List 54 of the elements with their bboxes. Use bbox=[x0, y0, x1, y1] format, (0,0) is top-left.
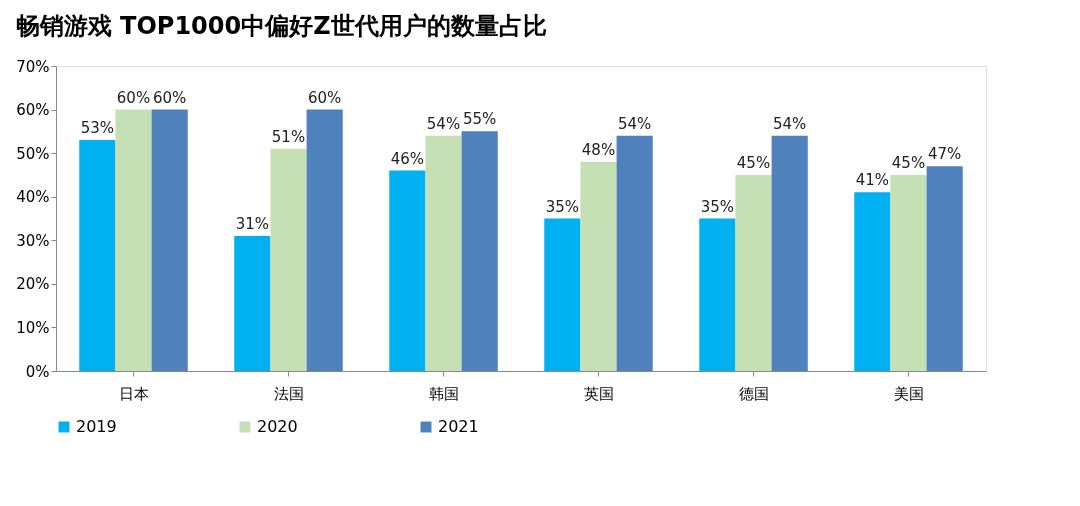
data-label: 45% bbox=[736, 153, 771, 172]
legend-label: 2020 bbox=[257, 417, 298, 436]
y-tick-label: 50% bbox=[16, 144, 50, 163]
x-tick-label: 美国 bbox=[893, 384, 924, 403]
bar bbox=[544, 218, 581, 371]
x-tick-label: 英国 bbox=[583, 384, 614, 403]
y-tick-label: 0% bbox=[25, 362, 50, 381]
bar bbox=[151, 109, 188, 371]
data-label: 48% bbox=[581, 140, 616, 159]
data-label: 35% bbox=[545, 197, 580, 216]
bar bbox=[306, 109, 343, 371]
chart-title: 畅销游戏 TOP1000中偏好Z世代用户的数量占比 bbox=[15, 12, 547, 40]
data-label: 54% bbox=[426, 114, 461, 133]
bar bbox=[771, 135, 808, 371]
data-label: 53% bbox=[80, 119, 115, 138]
bar bbox=[270, 148, 307, 371]
data-label: 47% bbox=[927, 145, 962, 164]
legend-label: 2021 bbox=[438, 417, 479, 436]
bar bbox=[926, 166, 963, 371]
x-tick-label: 韩国 bbox=[428, 384, 459, 403]
bar bbox=[425, 135, 462, 371]
legend-label: 2019 bbox=[76, 417, 117, 436]
data-label: 60% bbox=[116, 88, 151, 107]
bar bbox=[79, 140, 116, 371]
x-tick-label: 德国 bbox=[738, 384, 769, 403]
data-label: 51% bbox=[271, 127, 306, 146]
data-label: 35% bbox=[700, 197, 735, 216]
x-tick-label: 法国 bbox=[273, 384, 304, 403]
bar bbox=[389, 170, 426, 371]
y-tick-label: 60% bbox=[16, 101, 50, 120]
bar bbox=[580, 161, 617, 371]
data-label: 60% bbox=[152, 88, 187, 107]
data-label: 46% bbox=[390, 149, 425, 168]
bar bbox=[854, 192, 891, 371]
bar bbox=[461, 131, 498, 371]
bar bbox=[616, 135, 653, 371]
data-label: 31% bbox=[235, 214, 270, 233]
bar bbox=[890, 174, 927, 371]
data-label: 54% bbox=[617, 114, 652, 133]
bar bbox=[234, 235, 271, 371]
data-label: 55% bbox=[462, 110, 497, 129]
y-tick-label: 30% bbox=[16, 231, 50, 250]
y-tick-label: 10% bbox=[16, 318, 50, 337]
data-label: 41% bbox=[855, 171, 890, 190]
bar bbox=[699, 218, 736, 371]
data-label: 45% bbox=[891, 153, 926, 172]
data-label: 60% bbox=[307, 88, 342, 107]
data-label: 54% bbox=[772, 114, 807, 133]
x-tick-label: 日本 bbox=[118, 384, 149, 403]
y-tick-label: 20% bbox=[16, 275, 50, 294]
bar bbox=[115, 109, 152, 371]
y-tick-label: 40% bbox=[16, 188, 50, 207]
bar bbox=[735, 174, 772, 371]
y-tick-label: 70% bbox=[16, 57, 50, 76]
